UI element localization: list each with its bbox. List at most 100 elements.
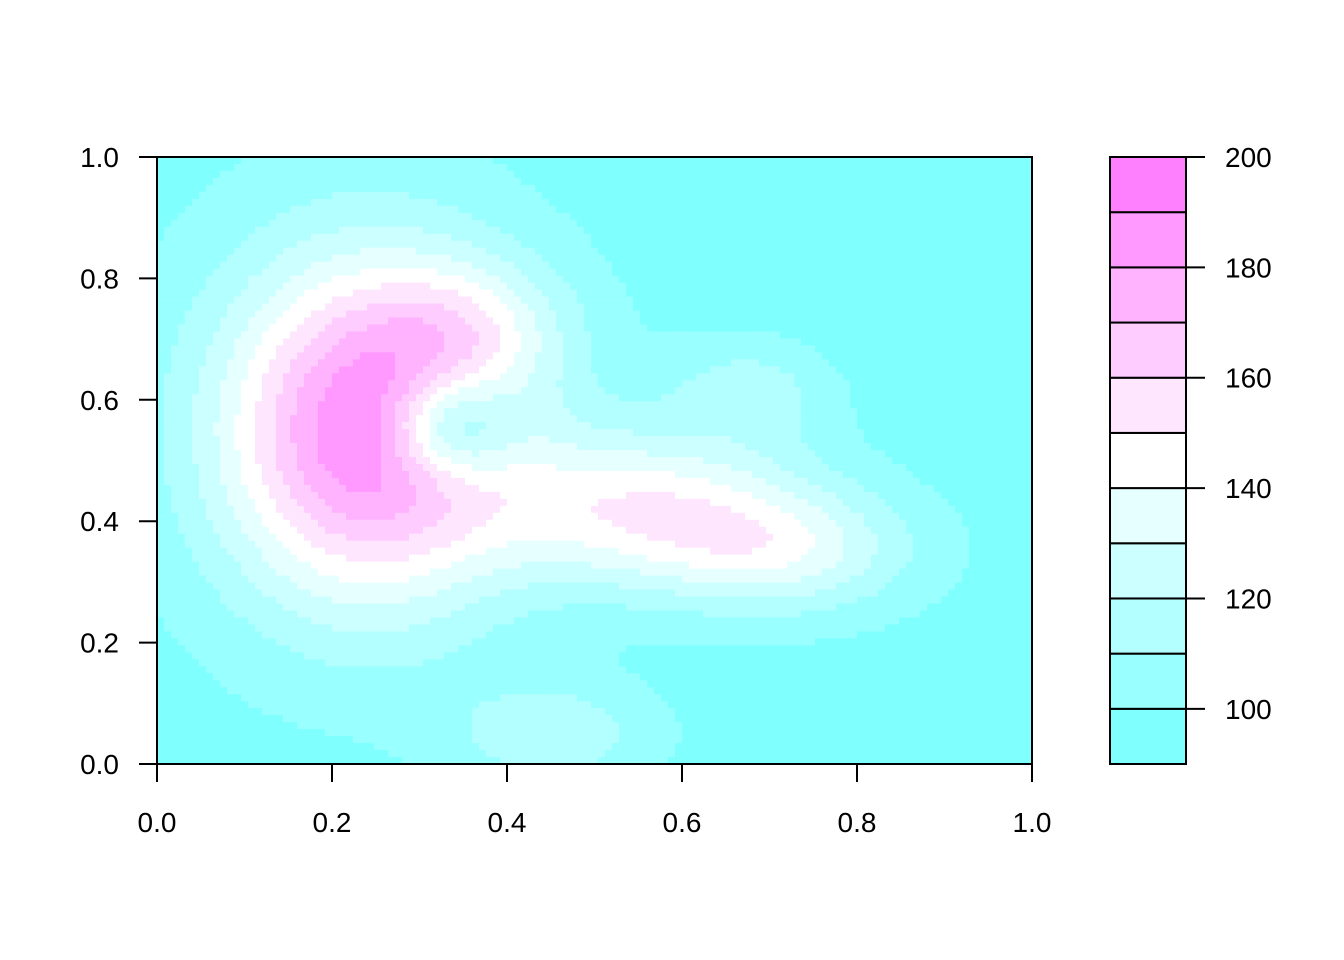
- contour-cell: [192, 290, 200, 298]
- contour-cell: [283, 283, 291, 291]
- contour-cell: [437, 317, 445, 325]
- contour-cell: [514, 387, 522, 395]
- contour-cell: [374, 422, 382, 430]
- contour-cell: [549, 387, 557, 395]
- contour-cell: [164, 171, 172, 179]
- contour-cell: [241, 324, 249, 332]
- contour-cell: [283, 387, 291, 395]
- contour-cell: [619, 262, 627, 270]
- contour-cell: [395, 241, 403, 249]
- contour-cell: [759, 373, 767, 381]
- contour-cell: [234, 422, 242, 430]
- contour-cell: [1011, 345, 1019, 353]
- contour-cell: [486, 345, 494, 353]
- contour-cell: [444, 255, 452, 263]
- contour-cell: [605, 185, 613, 193]
- contour-cell: [598, 331, 606, 339]
- contour-cell: [157, 262, 165, 270]
- contour-cell: [871, 290, 879, 298]
- contour-cell: [367, 408, 375, 416]
- contour-cell: [570, 248, 578, 256]
- contour-cell: [171, 227, 179, 235]
- contour-cell: [906, 178, 914, 186]
- contour-cell: [1004, 338, 1012, 346]
- contour-cell: [507, 331, 515, 339]
- contour-cell: [360, 387, 368, 395]
- contour-cell: [724, 157, 732, 165]
- contour-cell: [836, 338, 844, 346]
- contour-cell: [164, 324, 172, 332]
- contour-cell: [836, 220, 844, 228]
- contour-cell: [339, 157, 347, 165]
- contour-cell: [633, 199, 641, 207]
- contour-cell: [164, 401, 172, 409]
- contour-cell: [997, 422, 1005, 430]
- contour-cell: [290, 248, 298, 256]
- contour-cell: [906, 317, 914, 325]
- contour-cell: [675, 408, 683, 416]
- contour-cell: [500, 241, 508, 249]
- contour-cell: [164, 269, 172, 277]
- contour-cell: [563, 352, 571, 360]
- contour-cell: [941, 366, 949, 374]
- contour-cell: [528, 255, 536, 263]
- contour-cell: [612, 352, 620, 360]
- contour-cell: [766, 338, 774, 346]
- contour-cell: [234, 380, 242, 388]
- contour-cell: [367, 262, 375, 270]
- contour-cell: [220, 185, 228, 193]
- contour-cell: [304, 310, 312, 318]
- contour-cell: [878, 178, 886, 186]
- contour-cell: [906, 206, 914, 214]
- contour-cell: [871, 269, 879, 277]
- contour-cell: [654, 387, 662, 395]
- contour-cell: [906, 373, 914, 381]
- contour-cell: [969, 164, 977, 172]
- contour-cell: [780, 338, 788, 346]
- contour-cell: [787, 297, 795, 305]
- contour-cell: [864, 304, 872, 312]
- contour-cell: [675, 262, 683, 270]
- contour-cell: [451, 248, 459, 256]
- contour-cell: [577, 157, 585, 165]
- contour-cell: [955, 290, 963, 298]
- contour-cell: [815, 345, 823, 353]
- contour-cell: [416, 227, 424, 235]
- contour-cell: [997, 359, 1005, 367]
- contour-cell: [451, 255, 459, 263]
- contour-cell: [206, 157, 214, 165]
- contour-cell: [640, 387, 648, 395]
- contour-cell: [164, 366, 172, 374]
- contour-cell: [766, 310, 774, 318]
- contour-cell: [549, 401, 557, 409]
- contour-cell: [157, 408, 165, 416]
- contour-cell: [857, 290, 865, 298]
- contour-cell: [402, 262, 410, 270]
- contour-cell: [850, 171, 858, 179]
- contour-cell: [808, 380, 816, 388]
- contour-cell: [850, 422, 858, 430]
- contour-cell: [1004, 304, 1012, 312]
- contour-cell: [598, 290, 606, 298]
- contour-cell: [157, 352, 165, 360]
- contour-cell: [619, 408, 627, 416]
- contour-cell: [360, 422, 368, 430]
- contour-cell: [332, 415, 340, 423]
- contour-cell: [472, 373, 480, 381]
- contour-cell: [346, 429, 354, 437]
- contour-cell: [192, 206, 200, 214]
- contour-cell: [759, 255, 767, 263]
- contour-cell: [388, 297, 396, 305]
- contour-cell: [710, 415, 718, 423]
- contour-cell: [717, 373, 725, 381]
- contour-cell: [850, 255, 858, 263]
- contour-cell: [906, 185, 914, 193]
- contour-cell: [388, 324, 396, 332]
- contour-cell: [976, 415, 984, 423]
- contour-cell: [710, 255, 718, 263]
- contour-cell: [913, 331, 921, 339]
- contour-cell: [444, 213, 452, 221]
- contour-cell: [675, 317, 683, 325]
- contour-cell: [696, 164, 704, 172]
- contour-cell: [353, 373, 361, 381]
